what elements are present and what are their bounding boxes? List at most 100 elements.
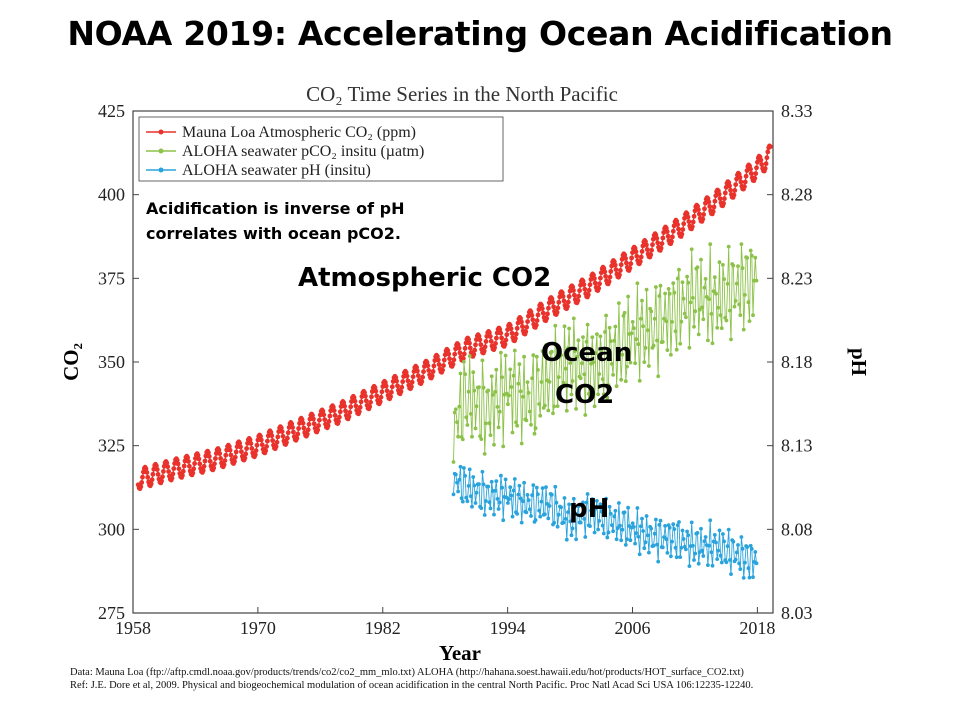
data-point <box>633 361 637 366</box>
data-point <box>517 483 522 488</box>
data-point <box>496 425 501 430</box>
data-point <box>519 319 524 325</box>
data-point <box>471 475 476 479</box>
data-point <box>462 345 468 351</box>
data-point <box>518 389 523 394</box>
data-point <box>598 502 603 507</box>
data-point <box>400 379 406 385</box>
data-point <box>502 341 508 347</box>
data-point <box>487 330 492 336</box>
data-point <box>500 375 504 380</box>
data-point <box>641 529 645 533</box>
data-point <box>519 441 524 446</box>
data-point <box>447 356 452 362</box>
data-point <box>686 280 691 285</box>
data-point <box>647 550 651 555</box>
data-point <box>648 252 654 258</box>
data-point <box>665 348 670 352</box>
x-tick-label: 1994 <box>490 618 526 638</box>
data-point <box>597 519 602 523</box>
data-point <box>537 402 541 406</box>
data-point <box>617 272 622 278</box>
data-point <box>618 348 622 353</box>
data-point <box>753 550 758 554</box>
data-point <box>363 398 369 404</box>
data-point <box>201 463 207 469</box>
data-point <box>673 545 678 550</box>
y2-tick-label: 8.23 <box>781 268 813 288</box>
data-point <box>499 335 504 341</box>
data-point <box>742 179 748 185</box>
data-point <box>450 361 456 367</box>
data-point <box>419 379 425 384</box>
data-point <box>629 255 634 261</box>
data-point <box>732 304 737 309</box>
data-point <box>202 458 208 464</box>
data-point <box>626 505 630 510</box>
data-point <box>632 525 636 529</box>
data-point <box>244 446 250 451</box>
data-point <box>649 247 654 253</box>
data-point <box>534 354 539 359</box>
data-point <box>620 352 625 357</box>
data-point <box>174 457 180 463</box>
data-point <box>707 543 711 548</box>
data-point <box>624 260 629 266</box>
data-point <box>679 231 685 237</box>
data-point <box>254 442 260 448</box>
data-point <box>226 444 232 449</box>
data-point <box>684 547 688 552</box>
data-point <box>695 265 700 270</box>
data-point <box>613 508 618 513</box>
data-point <box>636 534 641 539</box>
data-point <box>509 385 514 389</box>
data-point <box>569 392 574 397</box>
data-point <box>652 316 657 321</box>
data-point <box>601 531 606 536</box>
data-point <box>710 209 716 214</box>
data-point <box>618 523 622 528</box>
data-point <box>512 348 517 353</box>
data-point <box>607 274 613 280</box>
data-point <box>747 575 752 580</box>
data-point <box>514 420 518 425</box>
data-point <box>315 427 321 433</box>
data-point <box>556 375 561 380</box>
data-point <box>639 249 645 254</box>
data-point <box>676 226 681 232</box>
data-point <box>506 402 510 407</box>
data-point <box>687 564 692 568</box>
data-point <box>623 543 628 547</box>
data-point <box>338 404 344 409</box>
data-point <box>562 324 567 329</box>
data-point <box>681 221 687 227</box>
data-point <box>513 331 519 337</box>
data-point <box>206 450 211 455</box>
data-point <box>494 335 499 341</box>
data-point <box>508 485 513 490</box>
data-point <box>316 423 321 428</box>
data-point <box>731 263 736 268</box>
data-point <box>516 381 521 386</box>
data-point <box>751 313 755 318</box>
data-point <box>539 380 544 384</box>
data-point <box>165 464 171 470</box>
data-point <box>431 363 437 369</box>
data-point <box>458 464 463 469</box>
data-point <box>645 328 650 333</box>
data-point <box>561 520 566 525</box>
series-layer <box>135 143 773 580</box>
data-point <box>726 244 731 249</box>
data-point <box>521 394 525 399</box>
data-point <box>696 332 701 337</box>
ocean-co2-label-line-1: Ocean <box>541 338 633 368</box>
data-point <box>593 506 598 511</box>
data-point <box>305 427 311 433</box>
data-point <box>599 348 604 353</box>
data-point <box>718 553 723 558</box>
data-point <box>494 330 500 336</box>
data-point <box>679 319 684 324</box>
data-point <box>535 312 541 318</box>
x-axis-label: Year <box>439 641 481 665</box>
data-point <box>253 448 259 453</box>
